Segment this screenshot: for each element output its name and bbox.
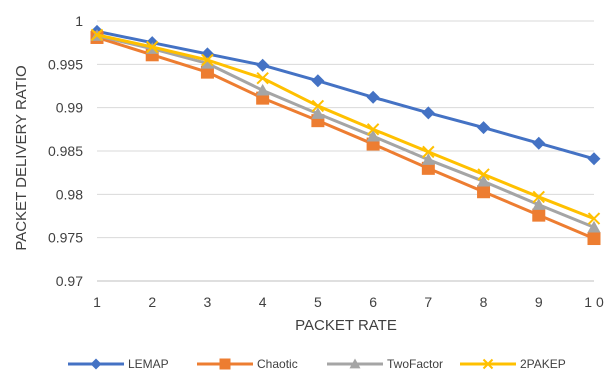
- point-twofactor-8: [477, 174, 491, 187]
- y-axis-title: PACKET DELIVERY RATIO: [13, 65, 30, 250]
- y-tick-label-0: 0.97: [56, 273, 83, 289]
- x-tick-label-6: 7: [424, 294, 432, 310]
- series-line-lemap: [96, 29, 595, 161]
- x-axis-title: PACKET RATE: [295, 317, 397, 334]
- point-chaotic-8: [477, 185, 491, 199]
- x-tick-label-3: 4: [259, 294, 267, 310]
- point-2pakep-9: [532, 190, 545, 204]
- legend-marker-2pakep: [482, 358, 494, 370]
- series-line-chaotic: [96, 36, 595, 240]
- point-lemap-10: [587, 152, 601, 166]
- point-twofactor-7: [421, 153, 435, 165]
- legend: LEMAP Chaotic TwoFactor 2PAKEP: [68, 357, 566, 371]
- legend-label-lemap: LEMAP: [128, 357, 169, 371]
- legend-marker-twofactor: [349, 358, 361, 369]
- legend-item-lemap: LEMAP: [68, 357, 169, 371]
- y-tick-label-5: 0.995: [48, 56, 83, 72]
- point-lemap-7: [421, 106, 435, 120]
- y-tick-label-2: 0.98: [56, 186, 83, 202]
- point-2pakep-2: [146, 40, 159, 54]
- legend-marker-chaotic: [219, 358, 231, 370]
- x-tick-label-2: 3: [204, 294, 212, 310]
- point-chaotic-10: [587, 232, 601, 246]
- legend-label-twofactor: TwoFactor: [387, 357, 443, 371]
- point-chaotic-9: [532, 208, 546, 222]
- point-2pakep-7: [422, 145, 435, 159]
- point-lemap-4: [256, 58, 270, 72]
- point-twofactor-4: [256, 83, 270, 96]
- y-tick-label-3: 0.985: [48, 143, 83, 159]
- legend-label-chaotic: Chaotic: [257, 357, 298, 371]
- point-chaotic-7: [421, 161, 435, 175]
- x-tick-label-8: 9: [535, 294, 543, 310]
- point-twofactor-6: [366, 129, 380, 142]
- point-2pakep-10: [587, 212, 601, 225]
- point-twofactor-5: [311, 107, 325, 119]
- point-lemap-5: [311, 74, 325, 88]
- point-2pakep-4: [256, 71, 269, 85]
- point-chaotic-3: [200, 65, 214, 79]
- x-tick-label-0: 1: [93, 294, 101, 310]
- legend-item-2pakep: 2PAKEP: [460, 357, 566, 371]
- point-twofactor-3: [200, 56, 214, 69]
- point-2pakep-8: [477, 168, 490, 181]
- point-lemap-6: [366, 90, 380, 104]
- series-2pakep: [90, 28, 601, 225]
- y-axis-ticks: 0.97 0.975 0.98 0.985 0.99 0.995 1: [48, 13, 83, 289]
- series-line-twofactor: [96, 34, 595, 229]
- point-2pakep-1: [90, 28, 104, 42]
- legend-label-2pakep: 2PAKEP: [520, 357, 566, 371]
- point-2pakep-6: [366, 123, 380, 136]
- x-tick-label-1: 2: [148, 294, 156, 310]
- point-lemap-9: [532, 136, 546, 150]
- legend-item-twofactor: TwoFactor: [327, 357, 443, 371]
- x-tick-label-4: 5: [314, 294, 322, 310]
- series-layer: [90, 24, 601, 246]
- legend-item-chaotic: Chaotic: [197, 357, 298, 371]
- y-tick-label-6: 1: [75, 13, 83, 29]
- y-tick-label-4: 0.99: [56, 100, 83, 116]
- point-twofactor-9: [532, 198, 546, 210]
- point-2pakep-5: [311, 99, 325, 113]
- series-line-2pakep: [96, 33, 595, 220]
- point-2pakep-3: [201, 53, 214, 67]
- x-tick-label-9: 1 0: [584, 294, 604, 310]
- point-lemap-8: [477, 121, 491, 135]
- series-lemap: [90, 24, 601, 166]
- point-twofactor-10: [587, 220, 601, 233]
- y-tick-label-1: 0.975: [48, 230, 83, 246]
- x-tick-label-7: 8: [480, 294, 488, 310]
- x-tick-label-5: 6: [369, 294, 377, 310]
- legend-marker-lemap: [90, 358, 102, 370]
- x-axis-ticks: 1 2 3 4 5 6 7 8 9 1 0: [93, 294, 604, 310]
